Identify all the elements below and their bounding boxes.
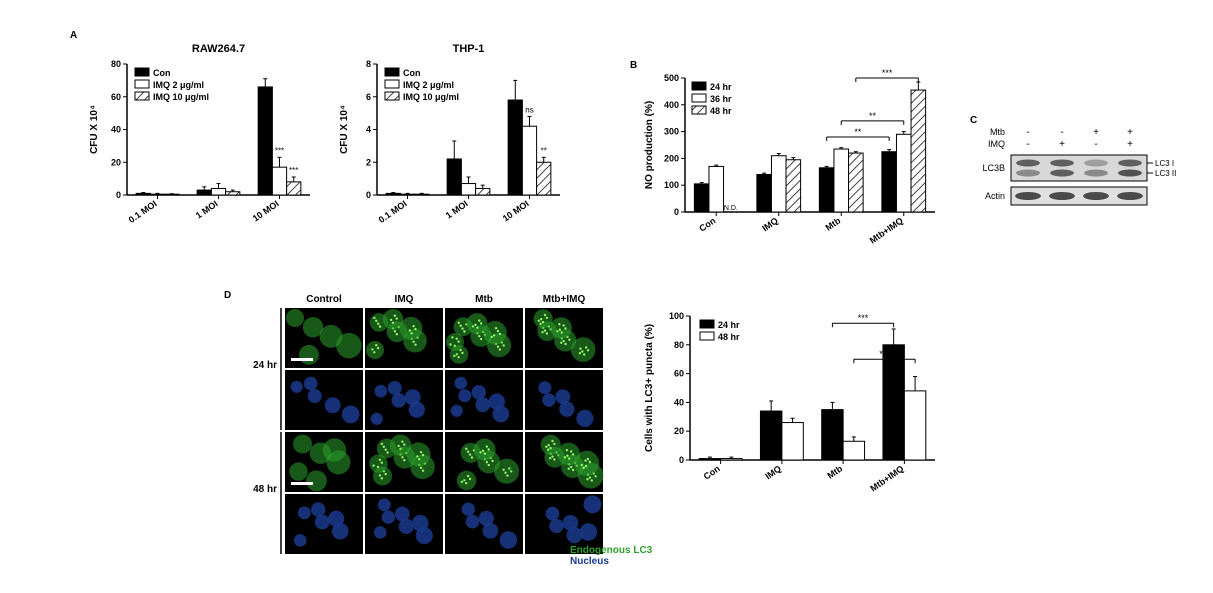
svg-text:Mtb+IMQ: Mtb+IMQ [543,294,586,305]
svg-text:4: 4 [366,125,371,135]
svg-text:100: 100 [669,311,684,321]
svg-text:Mtb+IMQ: Mtb+IMQ [868,463,905,493]
svg-text:20: 20 [674,426,684,436]
svg-text:***: *** [289,166,298,175]
panel-d-images: ControlIMQMtbMtb+IMQ24 hr48 hrEndogenous… [235,290,605,593]
svg-text:LC3 I: LC3 I [1155,159,1174,168]
svg-text:IMQ 2 μg/ml: IMQ 2 μg/ml [153,80,204,90]
svg-text:+: + [1127,127,1133,138]
svg-text:80: 80 [111,59,121,69]
svg-text:Con: Con [702,463,722,481]
svg-text:-: - [1060,127,1063,138]
svg-text:40: 40 [674,397,684,407]
svg-text:THP-1: THP-1 [453,43,485,55]
svg-text:CFU X 10⁴: CFU X 10⁴ [339,105,350,154]
svg-text:Mtb: Mtb [990,127,1005,137]
svg-text:N.D.: N.D. [724,205,738,212]
svg-text:IMQ: IMQ [988,139,1005,149]
panel-label-a: A [70,30,77,41]
svg-text:8: 8 [366,59,371,69]
svg-text:LC3B: LC3B [982,163,1005,173]
svg-text:1 MOI: 1 MOI [444,198,470,220]
svg-text:Cells with LC3+ puncta (%): Cells with LC3+ puncta (%) [644,324,655,452]
svg-text:-: - [1026,127,1029,138]
svg-text:100: 100 [664,180,679,190]
svg-text:***: *** [882,68,893,78]
svg-text:0.1 MOI: 0.1 MOI [127,198,159,225]
panel-d-chart: 0 20 40 60 80 100 Cells with LC3+ puncta (%) Co… [640,290,940,515]
svg-text:LC3 II: LC3 II [1155,169,1176,178]
svg-text:0: 0 [366,190,371,200]
panel-c: Mtb--++IMQ-+-+LC3BLC3 ILC3 IIActin [975,125,1195,225]
svg-text:300: 300 [664,127,679,137]
svg-text:-: - [1026,139,1029,150]
svg-text:IMQ 2 μg/ml: IMQ 2 μg/ml [403,80,454,90]
svg-text:60: 60 [111,92,121,102]
channel-legend: Endogenous LC3Nucleus [570,545,652,567]
svg-text:IMQ: IMQ [395,294,414,305]
svg-text:***: *** [879,349,890,359]
svg-text:Con: Con [403,68,421,78]
svg-text:6: 6 [366,92,371,102]
svg-text:1 MOI: 1 MOI [194,198,220,220]
svg-text:**: ** [869,111,877,121]
svg-text:200: 200 [664,153,679,163]
svg-text:IMQ: IMQ [763,463,783,481]
svg-text:-: - [1094,139,1097,150]
svg-text:**: ** [541,146,547,155]
panel-label-d: D [224,290,231,301]
svg-text:+: + [1093,127,1099,138]
svg-text:2: 2 [366,157,371,167]
svg-text:Mtb+IMQ: Mtb+IMQ [868,215,905,245]
svg-text:0: 0 [674,207,679,217]
svg-text:80: 80 [674,340,684,350]
svg-text:IMQ: IMQ [760,215,780,233]
svg-text:0: 0 [679,455,684,465]
svg-text:Mtb: Mtb [475,294,493,305]
svg-text:36 hr: 36 hr [710,94,732,104]
svg-text:0: 0 [116,190,121,200]
svg-text:40: 40 [111,125,121,135]
svg-text:Control: Control [306,294,342,305]
svg-text:CFU X 10⁴: CFU X 10⁴ [89,105,100,154]
svg-text:500: 500 [664,73,679,83]
svg-text:IMQ 10 μg/ml: IMQ 10 μg/ml [153,92,209,102]
svg-text:10 MOI: 10 MOI [501,198,531,223]
svg-text:10 MOI: 10 MOI [251,198,281,223]
svg-text:+: + [1127,139,1133,150]
svg-text:24 hr: 24 hr [718,320,740,330]
svg-text:48 hr: 48 hr [253,484,277,495]
svg-text:***: *** [275,146,284,155]
svg-text:IMQ 10 μg/ml: IMQ 10 μg/ml [403,92,459,102]
svg-text:Mtb: Mtb [825,463,844,481]
svg-text:Mtb: Mtb [824,215,843,233]
svg-text:NO production (%): NO production (%) [644,101,655,189]
svg-text:24 hr: 24 hr [253,360,277,371]
panel-b: 0 100 200 300 400 500 NO production (%) Con IMQ M… [640,60,940,265]
svg-text:24 hr: 24 hr [710,82,732,92]
svg-text:48 hr: 48 hr [710,106,732,116]
svg-text:+: + [1059,139,1065,150]
svg-text:Con: Con [153,68,171,78]
svg-text:Con: Con [697,215,717,233]
svg-text:ns: ns [525,105,533,114]
svg-text:60: 60 [674,369,684,379]
panel-a: 020406080CFU X 10⁴RAW264.70.1 MOI1 MOI10… [85,40,585,245]
svg-text:***: *** [858,313,869,323]
panel-label-b: B [630,60,637,71]
svg-text:Actin: Actin [985,191,1005,201]
svg-text:400: 400 [664,100,679,110]
svg-text:48 hr: 48 hr [718,332,740,342]
svg-text:RAW264.7: RAW264.7 [192,43,245,55]
svg-text:0.1 MOI: 0.1 MOI [377,198,409,225]
svg-text:**: ** [854,127,862,137]
svg-text:20: 20 [111,157,121,167]
